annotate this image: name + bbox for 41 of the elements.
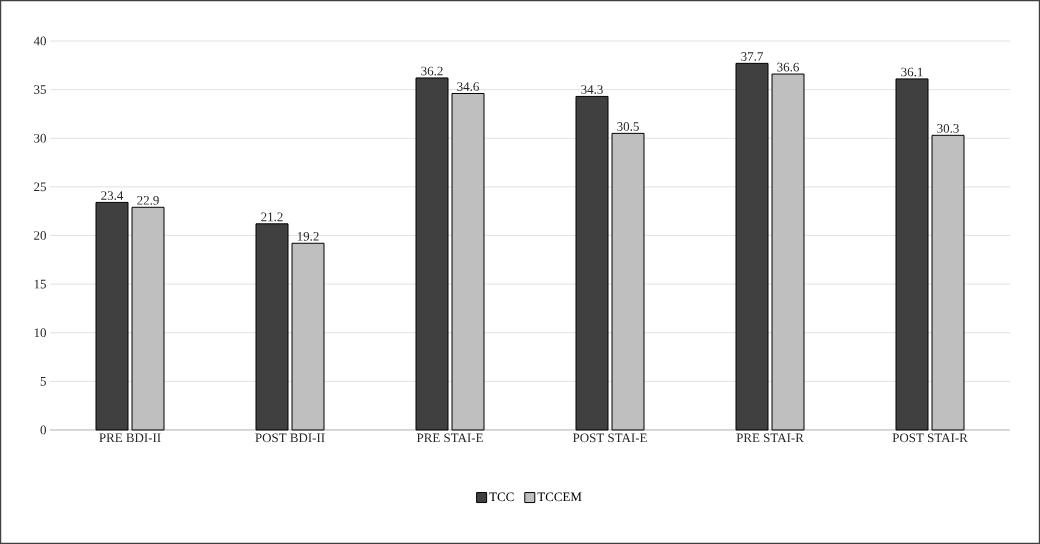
bar	[931, 134, 965, 431]
data-label: 36.1	[901, 67, 923, 77]
data-label: 34.6	[457, 82, 479, 92]
bar	[131, 206, 165, 431]
bar	[451, 93, 485, 431]
bar	[771, 73, 805, 431]
data-label: 37.7	[741, 52, 763, 61]
data-label: 21.2	[261, 212, 283, 222]
data-label: 23.4	[101, 191, 124, 200]
y-tick-label: 20	[34, 231, 46, 240]
data-label: 19.2	[297, 232, 319, 241]
x-tick-label: PRE STAI-E	[416, 433, 483, 443]
bar	[735, 62, 769, 431]
bar	[415, 77, 449, 431]
y-tick-label: 15	[34, 279, 46, 289]
y-tick-label: 0	[40, 425, 46, 435]
bar	[575, 95, 609, 431]
data-label: 36.2	[421, 66, 443, 76]
x-tick-label: POST STAI-E	[572, 433, 647, 443]
x-tick-label: POST BDI-II	[255, 433, 325, 443]
data-label: 22.9	[137, 196, 159, 205]
bar	[611, 132, 645, 431]
data-label: 36.6	[777, 62, 799, 72]
data-label: 30.3	[937, 124, 959, 133]
bar	[95, 201, 129, 431]
y-tick-label: 5	[40, 377, 46, 386]
bar	[895, 78, 929, 431]
legend-label: TCC	[489, 492, 514, 502]
y-tick-label: 25	[34, 182, 46, 192]
data-label: 34.3	[581, 85, 603, 94]
x-tick-label: PRE BDI-II	[99, 433, 161, 443]
legend-label: TCCEM	[537, 492, 582, 502]
y-tick-label: 10	[34, 328, 46, 338]
y-tick-label: 40	[33, 36, 46, 46]
y-tick-label: 30	[34, 133, 46, 143]
bar	[291, 242, 325, 431]
data-label: 30.5	[617, 122, 639, 131]
x-tick-label: POST STAI-R	[892, 433, 968, 443]
y-tick-label: 35	[34, 85, 46, 94]
x-tick-label: PRE STAI-R	[736, 433, 804, 443]
bar	[255, 223, 289, 431]
